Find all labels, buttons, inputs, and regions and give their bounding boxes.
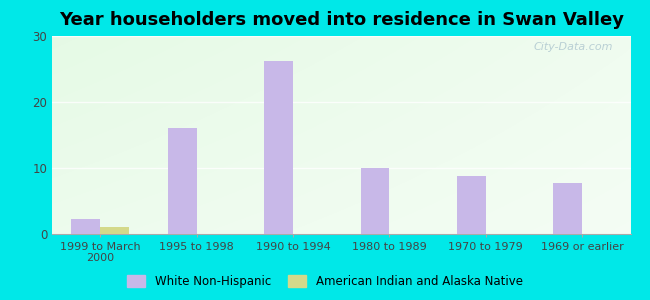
Bar	[264, 61, 293, 234]
Bar	[100, 227, 129, 234]
Bar	[457, 176, 486, 234]
Bar	[168, 128, 196, 234]
Bar	[361, 168, 389, 234]
Text: City-Data.com: City-Data.com	[534, 42, 613, 52]
Title: Year householders moved into residence in Swan Valley: Year householders moved into residence i…	[58, 11, 624, 29]
Bar	[72, 219, 100, 234]
Legend: White Non-Hispanic, American Indian and Alaska Native: White Non-Hispanic, American Indian and …	[122, 269, 528, 294]
Bar	[553, 183, 582, 234]
